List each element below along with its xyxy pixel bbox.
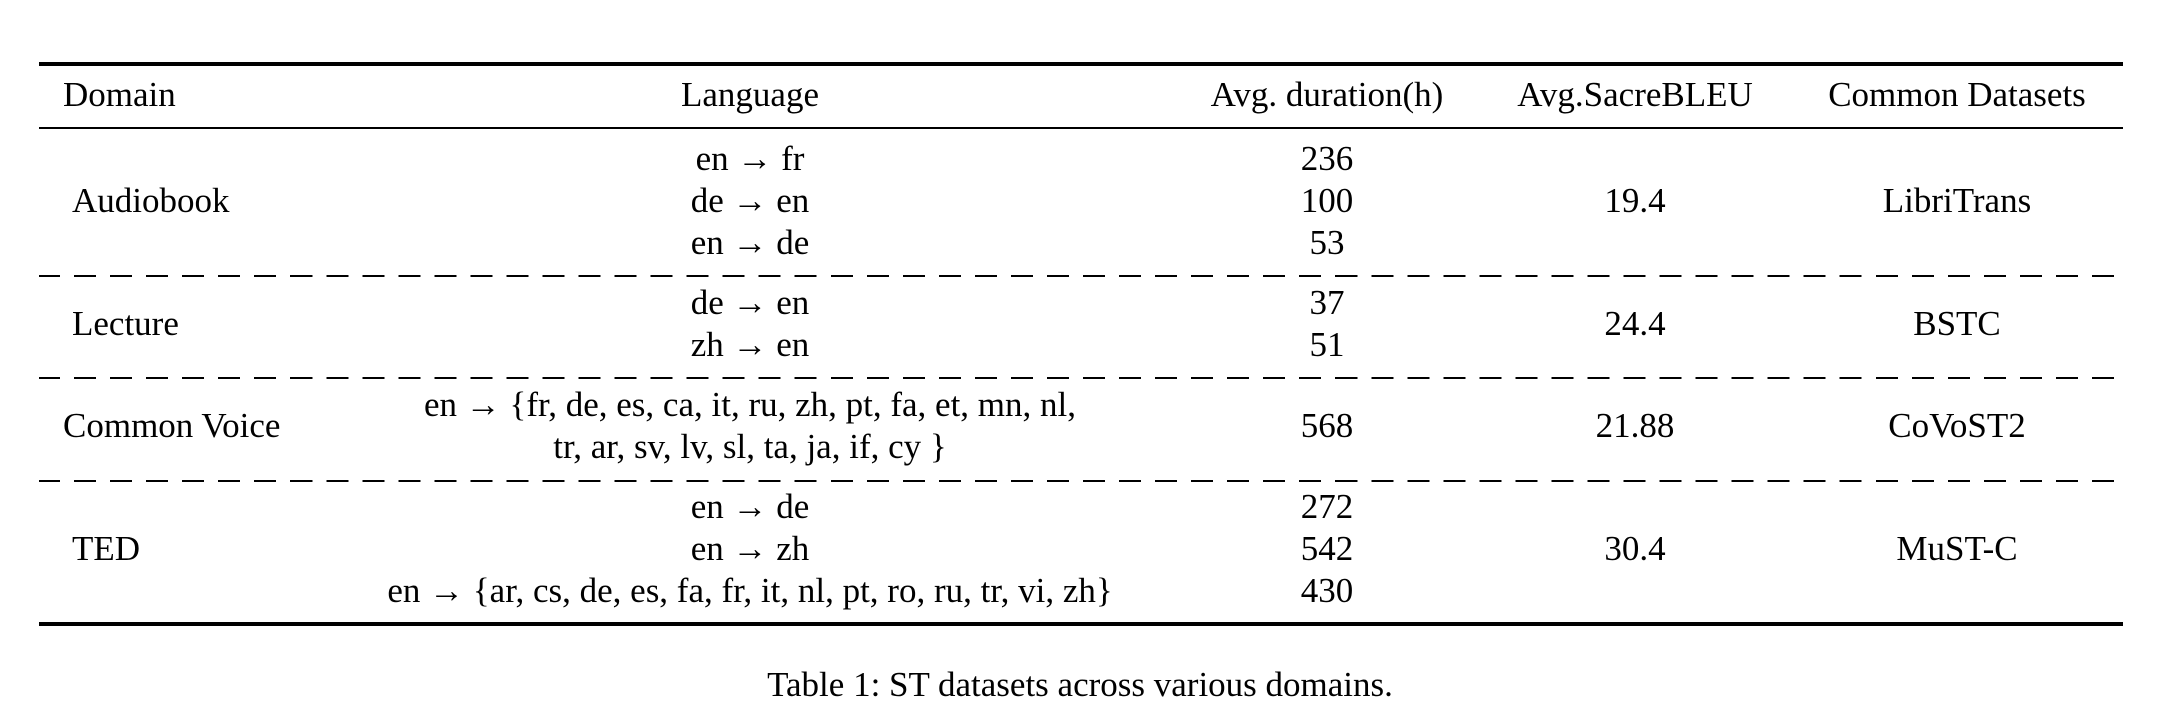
row-languages: en → fr de → en en → de <box>691 138 810 264</box>
row-sacrebleu: 19.4 <box>1604 181 1666 220</box>
row-domain: Audiobook <box>72 181 230 220</box>
table-top-rule <box>39 62 2123 66</box>
duration-value: 542 <box>1300 529 1354 568</box>
row-dataset: CoVoST2 <box>1888 406 2026 445</box>
language-entry: en → zh <box>690 529 810 568</box>
duration-value: 51 <box>1309 325 1345 364</box>
header-sacrebleu: Avg.SacreBLEU <box>1517 75 1753 114</box>
language-entry: tr, ar, sv, lv, sl, ta, ja, if, cy } <box>553 427 947 466</box>
row-languages: en → {fr, de, es, ca, it, ru, zh, pt, fa… <box>424 384 1076 468</box>
header-language: Language <box>681 75 819 114</box>
table-caption: Table 1: ST datasets across various doma… <box>767 665 1393 704</box>
language-entry: zh → en <box>690 325 810 364</box>
row-durations: 272 542 430 <box>1301 486 1354 612</box>
language-entry: en → {ar, cs, de, es, fa, fr, it, nl, pt… <box>387 571 1113 610</box>
row-durations: 236 100 53 <box>1301 138 1354 264</box>
language-entry: en → fr <box>695 139 805 178</box>
row-dataset: LibriTrans <box>1882 181 2032 220</box>
row-languages: en → de en → zh en → {ar, cs, de, es, fa… <box>387 486 1112 612</box>
header-domain: Domain <box>63 75 176 114</box>
duration-value: 568 <box>1300 406 1354 445</box>
header-common-datasets: Common Datasets <box>1828 75 2086 114</box>
row-separator-2 <box>39 377 2123 379</box>
row-dataset: BSTC <box>1913 304 2001 343</box>
duration-value: 53 <box>1309 223 1345 262</box>
row-sacrebleu: 24.4 <box>1604 304 1666 343</box>
row-sacrebleu: 21.88 <box>1595 406 1675 445</box>
row-separator-1 <box>39 275 2123 277</box>
duration-value: 37 <box>1309 283 1345 322</box>
duration-value: 272 <box>1300 487 1354 526</box>
language-entry: de → en <box>690 283 810 322</box>
table-bottom-rule <box>39 622 2123 626</box>
row-domain: TED <box>72 529 141 568</box>
row-sacrebleu: 30.4 <box>1604 529 1666 568</box>
table-header-rule <box>39 127 2123 129</box>
duration-value: 100 <box>1300 181 1354 220</box>
language-entry: de → en <box>690 181 810 220</box>
row-separator-3 <box>39 480 2123 482</box>
row-languages: de → en zh → en <box>691 282 810 366</box>
duration-value: 236 <box>1300 139 1354 178</box>
header-duration: Avg. duration(h) <box>1210 75 1444 114</box>
row-dataset: MuST-C <box>1896 529 2018 568</box>
row-domain: Common Voice <box>63 406 281 445</box>
language-entry: en → {fr, de, es, ca, it, ru, zh, pt, fa… <box>423 385 1077 424</box>
duration-value: 430 <box>1300 571 1354 610</box>
row-durations: 37 51 <box>1310 282 1345 366</box>
row-domain: Lecture <box>72 304 179 343</box>
language-entry: en → de <box>690 223 810 262</box>
language-entry: en → de <box>690 487 810 526</box>
